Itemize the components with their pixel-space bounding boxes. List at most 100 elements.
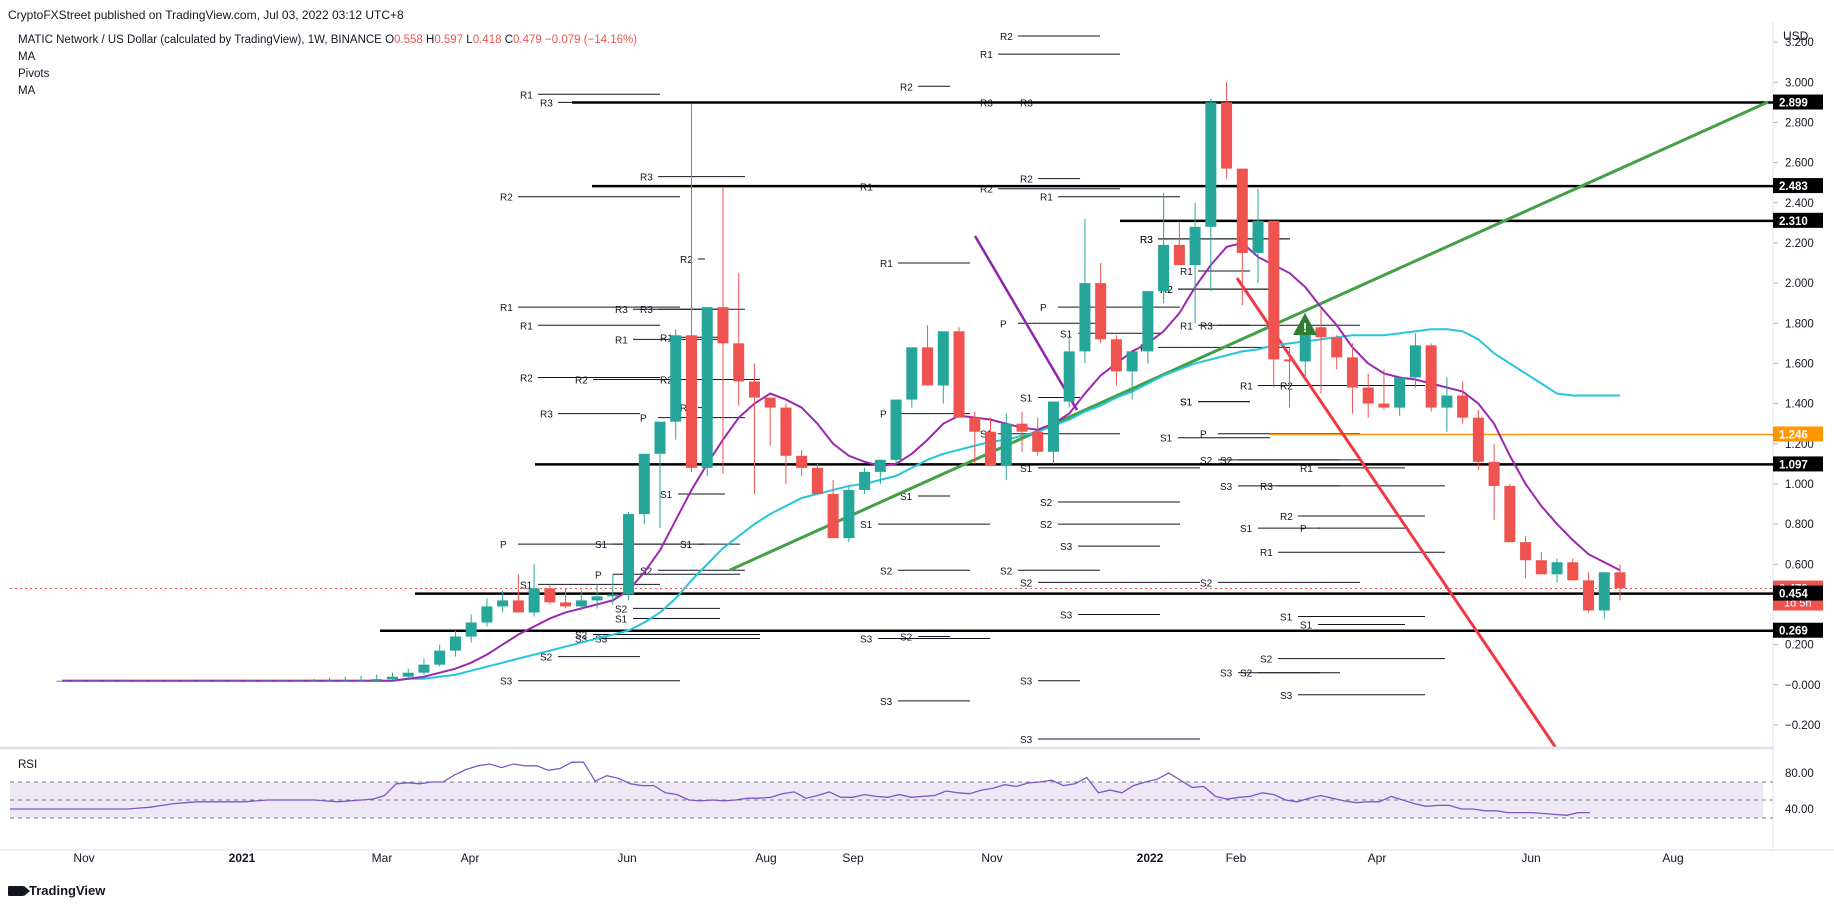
pivot-label: S2 xyxy=(540,653,553,664)
warning-icon-glyph: ! xyxy=(1303,320,1307,335)
candle-body xyxy=(748,381,760,398)
price-tick-label: 0.200 xyxy=(1785,640,1814,652)
pivot-label: R1 xyxy=(660,333,673,344)
pivot-label: S2 xyxy=(1200,578,1213,589)
candle-body xyxy=(1441,395,1453,408)
ma-fast-line xyxy=(62,241,1621,682)
candle-body xyxy=(103,680,115,682)
price-level-value: 2.899 xyxy=(1779,98,1808,110)
time-axis-label: Feb xyxy=(1226,851,1247,865)
price-level-tag xyxy=(1773,94,1823,110)
pivot-label: R2 xyxy=(1020,175,1033,186)
candle-body xyxy=(434,650,446,665)
price-tick-label: 2.400 xyxy=(1785,198,1814,210)
candle-body xyxy=(72,680,84,682)
candle-body xyxy=(402,672,414,677)
pivot-label: S2 xyxy=(615,604,628,615)
indicator-ma-1[interactable]: MA xyxy=(18,51,36,63)
price-tick-label: 0.800 xyxy=(1785,519,1814,531)
indicator-ma-2[interactable]: MA xyxy=(18,85,36,97)
candle-body xyxy=(1205,102,1217,227)
pivot-label: S3 xyxy=(1220,669,1233,680)
candle-body xyxy=(1362,387,1374,404)
low-value: 0.418 xyxy=(472,34,502,46)
candle-body xyxy=(1567,562,1579,581)
price-level-tag xyxy=(1773,178,1823,194)
indicator-pivots[interactable]: Pivots xyxy=(18,68,50,80)
time-axis-label: Jun xyxy=(617,851,636,865)
pivot-label: S1 xyxy=(860,520,873,531)
time-axis-label: Nov xyxy=(73,851,94,865)
candle-body xyxy=(339,680,351,682)
symbol-legend[interactable]: MATIC Network / US Dollar (calculated by… xyxy=(18,34,638,46)
candle-body xyxy=(1614,572,1626,589)
candle-body xyxy=(859,471,871,490)
candle-body xyxy=(1252,220,1264,253)
pivot-label: S3 xyxy=(1220,482,1233,493)
pivot-label: S1 xyxy=(900,492,913,503)
candle-body xyxy=(292,680,304,682)
pivot-label: S3 xyxy=(500,677,513,688)
candle-body xyxy=(780,407,792,456)
candle-body xyxy=(906,347,918,400)
candle-body xyxy=(638,453,650,515)
candle-body xyxy=(937,331,949,386)
candle-body xyxy=(1409,345,1421,378)
candle-body xyxy=(1472,417,1484,462)
candle-body xyxy=(1000,423,1012,466)
candle-body xyxy=(213,680,225,682)
candle-body xyxy=(874,459,886,472)
pivot-label: R3 xyxy=(1140,235,1153,246)
pivot-label: P xyxy=(1000,319,1007,330)
pivot-label: S1 xyxy=(1020,464,1033,475)
pivot-label: S3 xyxy=(1020,735,1033,746)
pivot-label: R1 xyxy=(1260,548,1273,559)
candle-body xyxy=(1315,327,1327,338)
candle-body xyxy=(465,622,477,637)
pivot-label: R1 xyxy=(1300,464,1313,475)
price-tick-label: 2.000 xyxy=(1785,278,1814,290)
pivot-label: S1 xyxy=(1240,524,1253,535)
pivot-label: S1 xyxy=(1060,329,1073,340)
price-tick-label: −0.200 xyxy=(1785,720,1821,732)
pivot-label: R2 xyxy=(1000,32,1013,43)
price-level-tag xyxy=(1773,456,1823,472)
pivot-label: R1 xyxy=(980,50,993,61)
candle-body xyxy=(481,606,493,623)
candle-body xyxy=(1158,244,1170,292)
candle-body xyxy=(560,602,572,607)
price-tick-label: 2.600 xyxy=(1785,158,1814,170)
pivot-label: R2 xyxy=(575,375,588,386)
pivot-label: R3 xyxy=(1200,321,1213,332)
change-value: −0.079 (−14.16%) xyxy=(544,34,638,46)
candle-body xyxy=(1221,102,1233,169)
close-value: 0.479 xyxy=(513,34,542,46)
candle-body xyxy=(1378,403,1390,408)
candle-body xyxy=(984,431,997,466)
time-axis-label: 2022 xyxy=(1137,851,1164,865)
candle-body xyxy=(623,514,635,595)
price-level-value: 1.097 xyxy=(1779,459,1808,471)
candle-body xyxy=(1126,351,1138,372)
rsi-pane-label[interactable]: RSI xyxy=(18,759,38,771)
pivot-label: R1 xyxy=(500,303,513,314)
pivot-label: R3 xyxy=(980,98,993,109)
tradingview-logo[interactable]: TradingView xyxy=(8,883,105,898)
pivot-label: R1 xyxy=(520,90,533,101)
candle-body xyxy=(764,397,776,408)
pivot-label: R3 xyxy=(1140,235,1153,246)
price-tick-label: 1.400 xyxy=(1785,399,1814,411)
candle-body xyxy=(544,588,556,603)
price-tick-label: 1.000 xyxy=(1785,479,1814,491)
currency-label: USD xyxy=(1783,29,1809,43)
candle-body xyxy=(150,680,162,682)
candle-body xyxy=(1110,339,1122,372)
candle-body xyxy=(87,680,99,682)
price-level-tag xyxy=(1773,212,1823,228)
pivot-label: S2 xyxy=(1020,578,1033,589)
price-tick-label: 1.200 xyxy=(1785,439,1814,451)
candle-body xyxy=(418,664,430,673)
pivot-label: P xyxy=(880,410,887,421)
warning-icon xyxy=(1293,313,1317,335)
